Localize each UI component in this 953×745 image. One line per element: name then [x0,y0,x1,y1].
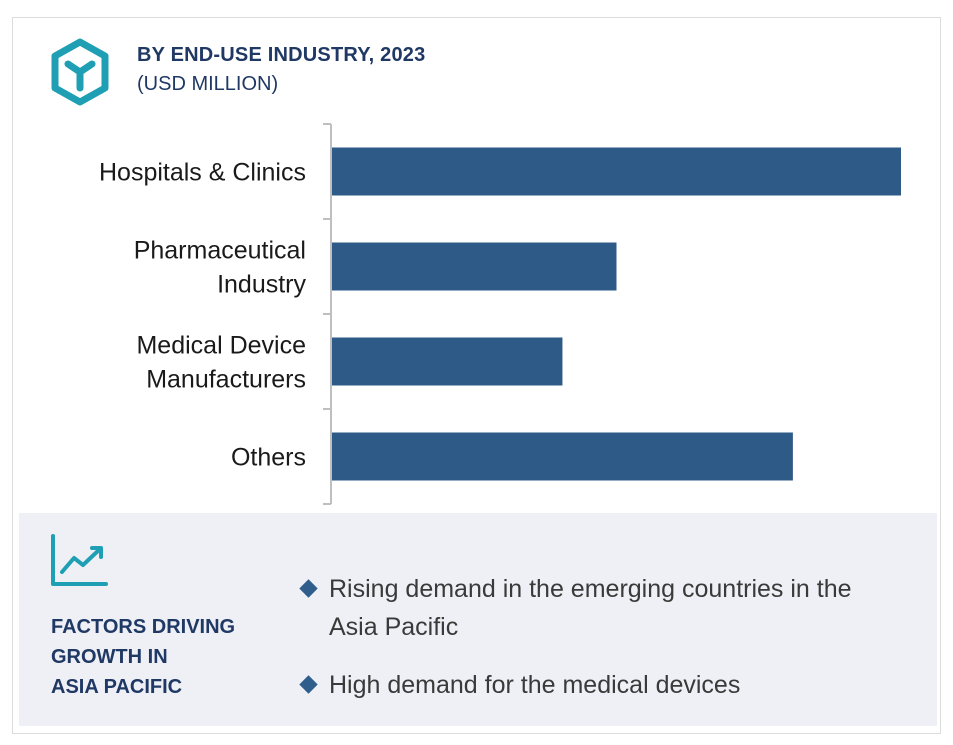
bar [332,432,793,481]
hexagon-y-logo-icon [51,38,109,106]
factor-bullet: Rising demand in the emerging countries … [298,570,904,646]
factor-text: High demand for the medical devices [329,671,741,699]
trend-line-icon [51,534,108,586]
category-label: Others [231,444,306,472]
chart-subtitle: (USD MILLION) [137,73,279,95]
factors-panel [19,513,937,726]
bar [332,242,617,291]
diamond-bullet-icon [299,579,318,598]
factor-bullet: High demand for the medical devices [298,666,904,704]
category-label: Industry [217,271,306,299]
chart-title: BY END-USE INDUSTRY, 2023 [137,44,426,66]
bar [332,147,901,196]
category-label: Pharmaceutical [134,237,306,265]
category-label: Hospitals & Clinics [99,159,306,187]
factors-title: FACTORS DRIVING GROWTH IN ASIA PACIFIC [51,616,236,698]
factor-text: Rising demand in the emerging countries … [329,575,852,641]
category-label: Manufacturers [146,366,306,394]
diamond-bullet-icon [299,675,318,694]
bar [332,337,563,386]
bar-chart: Hospitals & Clinics Pharmaceutical Industr… [99,123,901,505]
category-label: Medical Device [136,332,306,360]
